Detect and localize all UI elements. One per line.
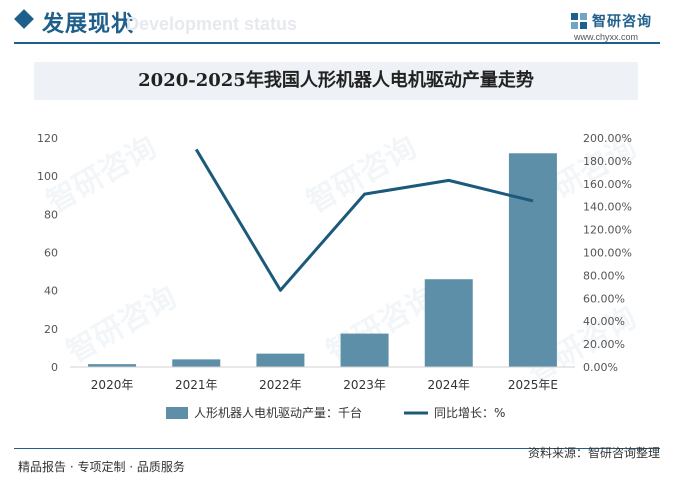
y-right-tick-label: 60.00% <box>583 292 625 305</box>
x-tick-label: 2020年 <box>91 378 134 392</box>
chart-title: 2020-2025年我国人形机器人电机驱动产量走势 <box>138 70 534 91</box>
chyxx-logo-icon <box>571 13 587 29</box>
y-left-tick-label: 40 <box>44 285 58 298</box>
header-divider <box>14 42 660 44</box>
chart-title-band: 2020-2025年我国人形机器人电机驱动产量走势 <box>34 62 638 100</box>
bar <box>172 359 221 367</box>
section-title: 发展现状 <box>42 11 135 37</box>
y-right-tick-label: 200.00% <box>583 132 632 145</box>
bar <box>340 333 389 367</box>
bar <box>508 153 557 367</box>
section-subtitle: Development status <box>126 14 298 34</box>
x-tick-label: 2024年 <box>427 378 470 392</box>
y-right-tick-label: 0.00% <box>583 361 618 374</box>
y-right-tick-label: 80.00% <box>583 269 625 282</box>
y-left-tick-label: 100 <box>37 170 58 183</box>
y-right-tick-label: 140.00% <box>583 201 632 214</box>
y-left-tick-label: 80 <box>44 208 58 221</box>
footer-source: 资料来源：智研咨询整理 <box>527 446 660 460</box>
bar <box>424 279 473 367</box>
bar <box>88 364 137 367</box>
y-left-tick-label: 0 <box>51 361 58 374</box>
brand: 智研咨询 www.chyxx.com <box>570 10 670 44</box>
legend-line-label: 同比增长：% <box>434 406 505 420</box>
legend-bar-swatch <box>166 407 188 419</box>
x-tick-label: 2021年 <box>175 378 218 392</box>
x-tick-label: 2022年 <box>259 378 302 392</box>
brand-url: www.chyxx.com <box>574 32 639 42</box>
legend-bar-label: 人形机器人电机驱动产量：千台 <box>194 405 362 420</box>
y-left-tick-label: 20 <box>44 323 58 336</box>
brand-name: 智研咨询 <box>592 14 652 30</box>
y-right-tick-label: 120.00% <box>583 224 632 237</box>
y-right-tick-label: 180.00% <box>583 155 632 168</box>
y-right-tick-label: 20.00% <box>583 338 625 351</box>
bar <box>256 353 305 367</box>
page-header: 发展现状 Development status 智研咨询 www.chyxx.c… <box>0 0 674 46</box>
footer-slogan: 精品报告 · 专项定制 · 品质服务 <box>18 460 185 474</box>
y-right-tick-label: 100.00% <box>583 247 632 260</box>
x-tick-label: 2025年E <box>508 378 558 392</box>
series-line <box>194 148 534 292</box>
x-tick-label: 2023年 <box>343 378 386 392</box>
y-right-tick-label: 160.00% <box>583 178 632 191</box>
y-right-tick-label: 40.00% <box>583 315 625 328</box>
y-left-tick-label: 60 <box>44 247 58 260</box>
footer-divider <box>14 448 660 449</box>
y-left-tick-label: 120 <box>37 132 58 145</box>
